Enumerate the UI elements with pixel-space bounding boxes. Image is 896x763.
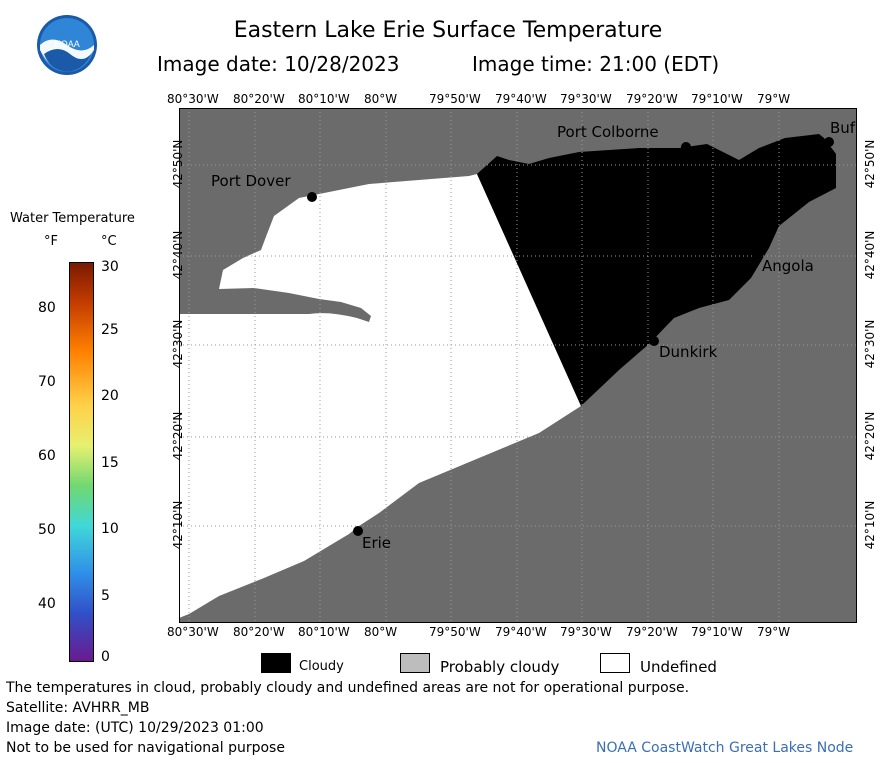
buffalo-marker [824, 137, 834, 147]
lon-tick-label: 79°10'W [691, 92, 743, 106]
lon-tick-label: 80°W [364, 625, 398, 639]
port-colborne-marker [681, 142, 691, 152]
footer-utc-date: Image date: (UTC) 10/29/2023 01:00 [6, 720, 264, 736]
colorbar-unit-f: °F [44, 234, 58, 249]
colorbar-f-tick: 80 [38, 300, 56, 316]
lon-tick-label: 80°30'W [167, 92, 219, 106]
lat-tick-label: 42°50'N [171, 139, 185, 189]
footer-nav-warning: Not to be used for navigational purpose [6, 740, 285, 756]
lon-tick-label: 80°10'W [298, 625, 350, 639]
lon-tick-label: 79°20'W [626, 92, 678, 106]
lon-tick-label: 80°30'W [167, 625, 219, 639]
lat-tick-label: 42°10'N [171, 500, 185, 550]
lon-tick-label: 79°40'W [495, 625, 547, 639]
colorbar-c-tick: 0 [101, 649, 110, 665]
lat-tick-label: 42°40'N [171, 230, 185, 280]
place-port-dover: Port Dover [211, 172, 291, 190]
lon-tick-label: 80°10'W [298, 92, 350, 106]
footer-disclaimer: The temperatures in cloud, probably clou… [6, 680, 690, 696]
colorbar-title: Water Temperature [10, 211, 135, 226]
page-title: Eastern Lake Erie Surface Temperature [233, 18, 663, 43]
noaa-logo-text: NOAA [54, 39, 80, 49]
legend-probably-cloudy-label: Probably cloudy [440, 658, 560, 676]
lat-tick-label: 42°40'N [863, 230, 877, 280]
colorbar-c-tick: 25 [101, 322, 119, 338]
colorbar-c-tick: 30 [101, 259, 119, 275]
lon-tick-label: 79°30'W [560, 92, 612, 106]
lon-tick-label: 79°20'W [626, 625, 678, 639]
footer-credit: NOAA CoastWatch Great Lakes Node [596, 740, 854, 756]
colorbar-c-tick: 5 [101, 588, 110, 604]
lon-tick-label: 79°30'W [560, 625, 612, 639]
dunkirk-marker [649, 336, 659, 346]
footer-satellite: Satellite: AVHRR_MB [6, 700, 150, 716]
image-date: Image date: 10/28/2023 [157, 52, 400, 76]
map-frame [179, 108, 857, 623]
lon-tick-label: 79°W [757, 625, 791, 639]
lon-tick-label: 80°20'W [233, 625, 285, 639]
legend-undefined-label: Undefined [640, 658, 717, 676]
legend-cloudy-label: Cloudy [299, 659, 344, 674]
lat-tick-label: 42°10'N [863, 500, 877, 550]
erie-marker [353, 526, 363, 536]
port-dover-marker [307, 192, 317, 202]
lat-tick-label: 42°50'N [863, 139, 877, 189]
lon-tick-label: 80°20'W [233, 92, 285, 106]
cloudy-area [477, 134, 836, 406]
place-erie: Erie [362, 534, 392, 552]
colorbar-f-tick: 60 [38, 448, 56, 464]
lon-tick-label: 79°50'W [429, 92, 481, 106]
colorbar-c-tick: 10 [101, 521, 119, 537]
place-dunkirk: Dunkirk [659, 343, 718, 361]
image-time: Image time: 21:00 (EDT) [472, 52, 720, 76]
legend-cloudy-swatch [261, 653, 291, 673]
legend-probably-cloudy-swatch [400, 653, 430, 673]
colorbar-f-tick: 70 [38, 374, 56, 390]
lon-tick-label: 80°W [364, 92, 398, 106]
colorbar [69, 262, 94, 662]
colorbar-unit-c: °C [101, 234, 117, 249]
lake-erie-map [179, 108, 857, 623]
undefined-lake-area [179, 174, 581, 618]
place-port-colborne: Port Colborne [557, 123, 659, 141]
place-buffalo: Buf [830, 119, 856, 137]
lon-tick-label: 79°50'W [429, 625, 481, 639]
colorbar-c-tick: 20 [101, 388, 119, 404]
lat-tick-label: 42°30'N [863, 319, 877, 369]
gridlines [179, 108, 857, 623]
lat-tick-label: 42°20'N [171, 411, 185, 461]
colorbar-f-tick: 50 [38, 522, 56, 538]
noaa-logo: NOAA [37, 15, 97, 75]
lat-tick-label: 42°20'N [863, 411, 877, 461]
lat-tick-label: 42°30'N [171, 319, 185, 369]
lon-tick-label: 79°10'W [691, 625, 743, 639]
place-angola: Angola [762, 257, 814, 275]
lon-tick-label: 79°40'W [495, 92, 547, 106]
lon-tick-label: 79°W [757, 92, 791, 106]
angola-marker [753, 249, 763, 259]
legend-undefined-swatch [600, 653, 630, 673]
colorbar-c-tick: 15 [101, 455, 119, 471]
colorbar-f-tick: 40 [38, 596, 56, 612]
